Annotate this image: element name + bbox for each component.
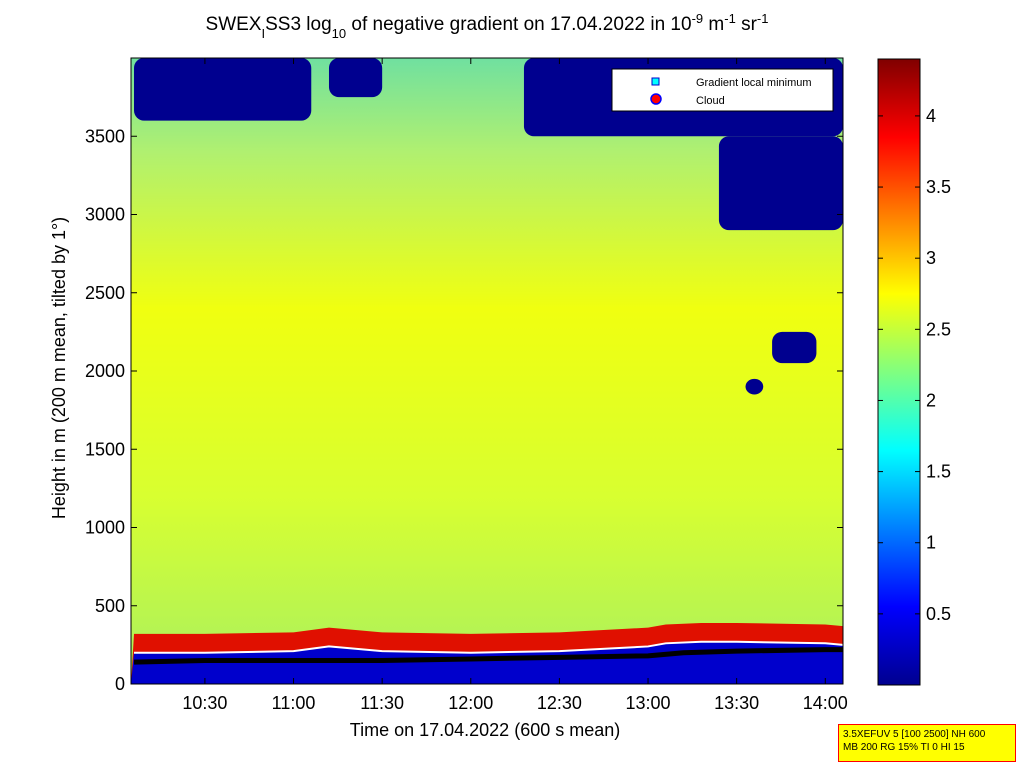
series-lines (133, 640, 843, 665)
y-tick-label-0: 0 (115, 674, 125, 694)
x-tick-label-1: 11:00 (272, 693, 316, 713)
chart-title: SWEXISS3 log10 of negative gradient on 1… (206, 11, 769, 41)
colorbar-tick-label-4: 2.5 (926, 319, 951, 339)
legend: Gradient local minimum Cloud (611, 68, 834, 112)
series-line-boundary-layer-top (134, 640, 843, 654)
colorbar-tick-label-5: 3 (926, 248, 936, 268)
x-tick-label-4: 12:30 (537, 693, 582, 713)
colorbar-axis: 0.5 1 1.5 2 2.5 3 3.5 4 (878, 106, 951, 624)
x-tick-label-2: 11:30 (360, 693, 404, 713)
colorbar-tick-label-3: 2 (926, 390, 936, 410)
legend-marker-cloud (650, 93, 662, 105)
clear-sky-patch-3 (718, 136, 843, 231)
y-tick-label-3: 1500 (85, 439, 125, 459)
x-axis: 10:30 11:00 11:30 12:00 12:30 13:00 13:30 14:00 (182, 58, 848, 713)
colorbar-tick-label-6: 3.5 (926, 177, 951, 197)
heatmap-plot-area (131, 58, 843, 684)
legend-box (611, 68, 834, 112)
clear-sky-patch-0 (134, 58, 312, 121)
y-axis: 0 500 1000 1500 2000 2500 3000 3500 (85, 126, 843, 694)
colorbar-tick-label-0: 0.5 (926, 604, 951, 624)
y-tick-label-6: 3000 (85, 205, 125, 225)
colorbar-tick-label-7: 4 (926, 106, 936, 126)
legend-label-gradient-minimum: Gradient local minimum (696, 77, 812, 89)
x-tick-label-6: 13:30 (714, 693, 759, 713)
y-tick-label-2: 1000 (85, 518, 125, 538)
y-tick-label-4: 2000 (85, 361, 125, 381)
legend-label-cloud: Cloud (696, 95, 725, 107)
clear-sky-patch-5 (745, 378, 764, 395)
legend-marker-gradient-minimum (651, 77, 660, 86)
y-axis-label: Height in m (200 m mean, tilted by 1°) (49, 217, 69, 519)
x-tick-label-5: 13:00 (626, 693, 671, 713)
colorbar-tick-label-1: 1 (926, 533, 936, 553)
colorbar (877, 58, 921, 686)
series-line-gradient-local-minimum (133, 647, 843, 665)
x-tick-label-3: 12:00 (448, 693, 493, 713)
clear-sky-patch-4 (772, 331, 817, 364)
info-line-2: MB 200 RG 15% TI 0 HI 15 (843, 742, 965, 753)
y-tick-label-1: 500 (95, 596, 125, 616)
x-tick-label-7: 14:00 (803, 693, 848, 713)
info-line-1: 3.5XEFUV 5 [100 2500] NH 600 (843, 729, 986, 740)
clear-sky-patch-1 (328, 58, 383, 98)
colorbar-tick-label-2: 1.5 (926, 462, 951, 482)
x-tick-label-0: 10:30 (182, 693, 227, 713)
y-tick-label-7: 3500 (85, 126, 125, 146)
parameter-info-box: 3.5XEFUV 5 [100 2500] NH 600 MB 200 RG 1… (838, 724, 1016, 762)
x-axis-label: Time on 17.04.2022 (600 s mean) (350, 720, 621, 740)
y-tick-label-5: 2500 (85, 283, 125, 303)
